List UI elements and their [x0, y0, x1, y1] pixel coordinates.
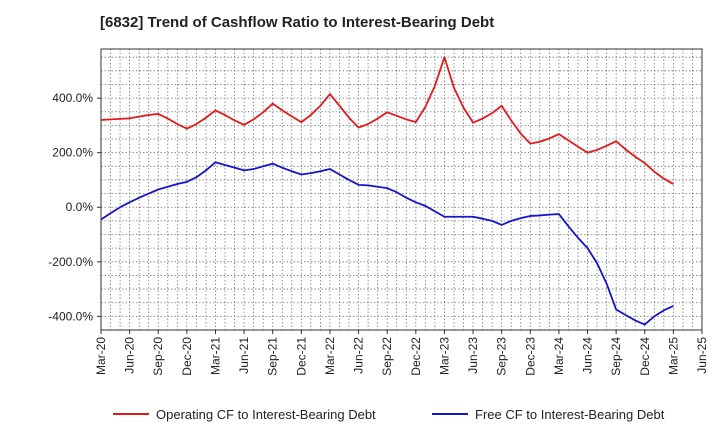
x-tick-label: Jun-22	[352, 337, 366, 374]
x-tick-label: Sep-20	[151, 337, 165, 376]
x-tick-label: Jun-23	[466, 337, 480, 374]
x-tick-label: Sep-21	[266, 337, 280, 376]
x-tick-label: Jun-24	[581, 337, 595, 374]
x-axis: Mar-20 Jun-20 Sep-20 Dec-20 Mar-21 Jun-21 Sep-…	[94, 330, 709, 376]
y-axis: -400.0% -200.0% 0.0% 200.0% 400.0%	[48, 91, 101, 323]
x-tick-label: Mar-21	[208, 337, 222, 375]
legend-label-operating-cf: Operating CF to Interest-Bearing Debt	[156, 407, 376, 422]
y-tick-label: -200.0%	[48, 255, 93, 269]
x-tick-label: Mar-22	[323, 337, 337, 375]
x-tick-label: Dec-24	[638, 337, 652, 376]
y-tick-label: 400.0%	[52, 91, 93, 105]
x-tick-label: Sep-24	[609, 337, 623, 376]
y-tick-label: 0.0%	[66, 200, 94, 214]
x-tick-label: Mar-23	[437, 337, 451, 375]
legend-label-free-cf: Free CF to Interest-Bearing Debt	[475, 407, 665, 422]
x-tick-label: Dec-23	[523, 337, 537, 376]
x-tick-label: Dec-21	[294, 337, 308, 376]
x-tick-label: Sep-22	[380, 337, 394, 376]
x-tick-label: Jun-21	[237, 337, 251, 374]
x-tick-label: Mar-20	[94, 337, 108, 375]
x-tick-label: Dec-22	[409, 337, 423, 376]
plot-area-frame	[100, 48, 703, 331]
x-tick-label: Dec-20	[180, 337, 194, 376]
operating-cf-line	[100, 56, 674, 185]
x-tick-label: Jun-25	[695, 337, 709, 374]
chart-title: [6832] Trend of Cashflow Ratio to Intere…	[100, 14, 495, 31]
series-lines	[100, 56, 674, 326]
y-tick-label: 200.0%	[52, 146, 93, 160]
y-tick-label: -400.0%	[48, 309, 93, 323]
x-tick-label: Jun-20	[123, 337, 137, 374]
x-tick-label: Mar-25	[666, 337, 680, 375]
x-tick-label: Sep-23	[495, 337, 509, 376]
legend: Operating CF to Interest-Bearing Debt Fre…	[113, 407, 665, 422]
grid-lines	[100, 49, 703, 331]
x-tick-label: Mar-24	[552, 337, 566, 375]
free-cf-line	[100, 161, 674, 326]
